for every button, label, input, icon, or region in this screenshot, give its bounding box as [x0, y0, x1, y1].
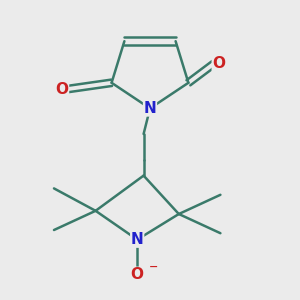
Text: O: O	[131, 267, 144, 282]
Text: N: N	[144, 101, 156, 116]
Text: −: −	[148, 262, 158, 272]
Text: O: O	[56, 82, 68, 97]
Text: N: N	[131, 232, 144, 247]
Text: O: O	[212, 56, 225, 71]
